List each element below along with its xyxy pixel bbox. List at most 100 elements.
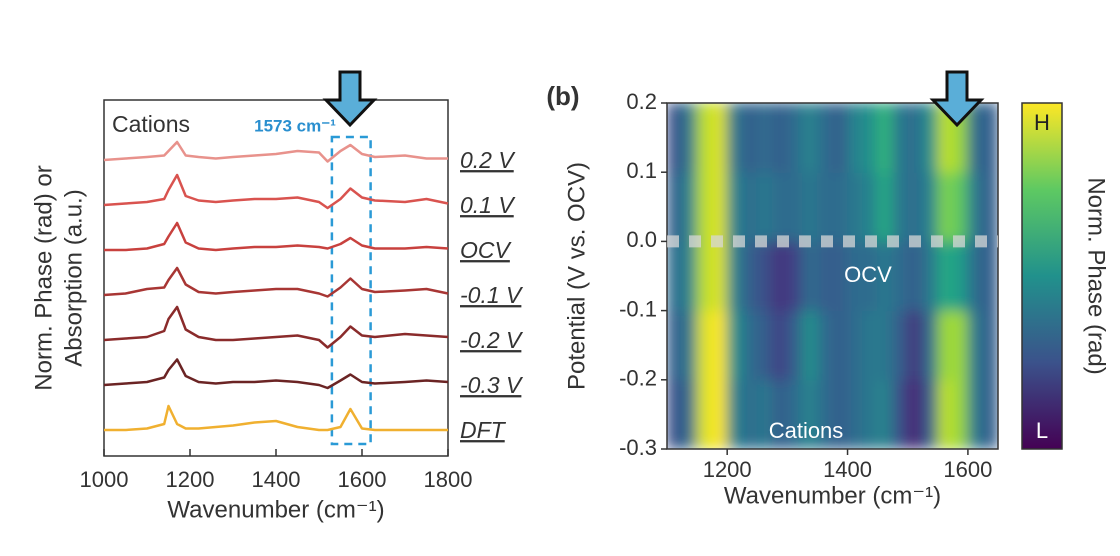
y-axis-label: Potential (V vs. OCV)	[563, 162, 590, 390]
heatmap-cell	[877, 103, 894, 173]
y-tick-label: 0.2	[626, 89, 657, 114]
heatmap-cell	[667, 103, 683, 173]
heatmap-cell	[937, 379, 954, 449]
x-tick-label: 1600	[338, 467, 387, 492]
heatmap-cell	[816, 379, 833, 449]
x-axis-label: Wavenumber (cm⁻¹)	[167, 496, 384, 523]
x-tick-label: 1400	[252, 467, 301, 492]
heatmap-cell	[771, 379, 788, 449]
heatmap-cell	[862, 171, 879, 242]
heatmap-cell	[892, 240, 909, 312]
y-tick-label: -0.2	[619, 366, 657, 391]
heatmap-cell	[922, 171, 939, 242]
heatmap-cell	[741, 379, 758, 449]
heatmap-cell	[922, 379, 939, 449]
x-axis-label: Wavenumber (cm⁻¹)	[724, 482, 941, 509]
heatmap-cell	[801, 379, 818, 449]
heatmap-cell	[892, 103, 909, 173]
heatmap-cells	[667, 103, 998, 449]
heatmap-cell	[756, 240, 773, 312]
heatmap-cell	[847, 103, 864, 173]
colorbar-low: L	[1036, 418, 1048, 443]
heatmap-cell	[771, 310, 788, 381]
heatmap-cell	[877, 379, 894, 449]
heatmap-cell	[847, 240, 864, 312]
heatmap-cell	[862, 240, 879, 312]
highlight-box	[330, 135, 372, 446]
heatmap-cell	[711, 310, 728, 381]
heatmap-cell	[907, 379, 924, 449]
heatmap-cell	[892, 171, 909, 242]
heatmap-cell	[832, 240, 849, 312]
heatmap-cell	[681, 240, 698, 312]
heatmap-cell	[877, 240, 894, 312]
heatmap-cell	[786, 171, 803, 242]
heatmap-cell	[982, 310, 998, 381]
heatmap-cell	[907, 171, 924, 242]
y-axis-label: Absorption (a.u.)	[60, 189, 87, 366]
heatmap-cell	[801, 310, 818, 381]
colorbar-high: H	[1034, 110, 1050, 135]
annotation: Cations	[112, 111, 190, 137]
series-label: -0.2 V	[460, 327, 524, 353]
heatmap-cell	[681, 310, 698, 381]
heatmap-cell	[847, 379, 864, 449]
heatmap-cell	[696, 310, 713, 381]
heatmap-cell	[667, 171, 683, 242]
spectrum-line	[103, 305, 449, 349]
heatmap-cell	[877, 171, 894, 242]
colorbar	[1021, 102, 1063, 450]
heatmap-cell	[952, 171, 969, 242]
heatmap-cell	[711, 379, 728, 449]
heatmap-cell	[967, 379, 984, 449]
y-tick-label: 0.1	[626, 158, 657, 183]
heatmap-cell	[832, 379, 849, 449]
heatmap-cell	[982, 379, 998, 449]
heatmap-cell	[696, 240, 713, 312]
panel-label: (b)	[546, 81, 579, 111]
heatmap-cell	[967, 240, 984, 312]
heatmap-cell	[711, 240, 728, 312]
heatmap-cell	[696, 103, 713, 173]
heatmap-cell	[922, 240, 939, 312]
colorbar-label: Norm. Phase (rad)	[1083, 177, 1110, 374]
heatmap-cell	[771, 103, 788, 173]
heatmap	[667, 103, 998, 449]
heatmap-cell	[681, 103, 698, 173]
heatmap-cell	[862, 103, 879, 173]
y-axis-label: Norm. Phase (rad) or	[30, 165, 57, 390]
y-tick-label: 0.0	[626, 227, 657, 252]
heatmap-cell	[967, 310, 984, 381]
heatmap-cell	[756, 171, 773, 242]
heatmap-cell	[937, 171, 954, 242]
heatmap-cell	[982, 171, 998, 242]
heatmap-cell	[726, 103, 743, 173]
series-label: 0.1 V	[460, 192, 516, 218]
x-tick-label: 1000	[80, 467, 129, 492]
series-label: DFT	[460, 417, 507, 443]
heatmap-cell	[667, 240, 683, 312]
heatmap-cell	[937, 310, 954, 381]
heatmap-cell	[711, 171, 728, 242]
spectrum-line	[104, 404, 448, 432]
heatmap-cell	[952, 379, 969, 449]
annotation: Cations	[769, 418, 844, 443]
heatmap-cell	[786, 310, 803, 381]
heatmap-cell	[816, 310, 833, 381]
heatmap-cell	[696, 171, 713, 242]
heatmap-cell	[907, 310, 924, 381]
heatmap-cell	[756, 379, 773, 449]
arrow	[322, 70, 378, 128]
series-label: 0.2 V	[460, 147, 516, 173]
heatmap-cell	[832, 310, 849, 381]
heatmap-cell	[862, 379, 879, 449]
heatmap-cell	[741, 240, 758, 312]
heatmap-cell	[952, 240, 969, 312]
heatmap-cell	[801, 171, 818, 242]
heatmap-cell	[847, 171, 864, 242]
heatmap-cell	[982, 103, 998, 173]
heatmap-cell	[922, 310, 939, 381]
heatmap-cell	[726, 310, 743, 381]
heatmap-cell	[726, 240, 743, 312]
